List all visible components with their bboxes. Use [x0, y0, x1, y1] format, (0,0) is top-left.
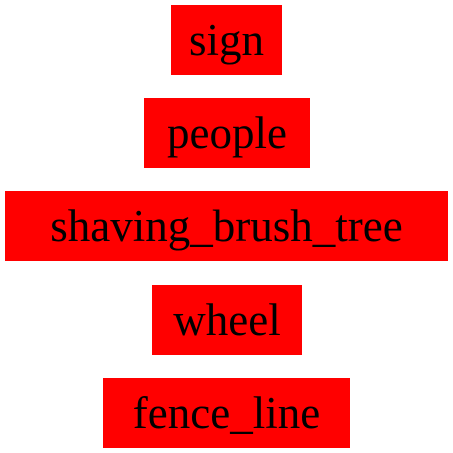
label-shaving-brush-tree: shaving_brush_tree: [5, 191, 448, 261]
label-people: people: [144, 98, 310, 168]
label-sign: sign: [171, 5, 282, 75]
label-wheel: wheel: [152, 285, 302, 355]
label-fence-line: fence_line: [103, 378, 350, 448]
